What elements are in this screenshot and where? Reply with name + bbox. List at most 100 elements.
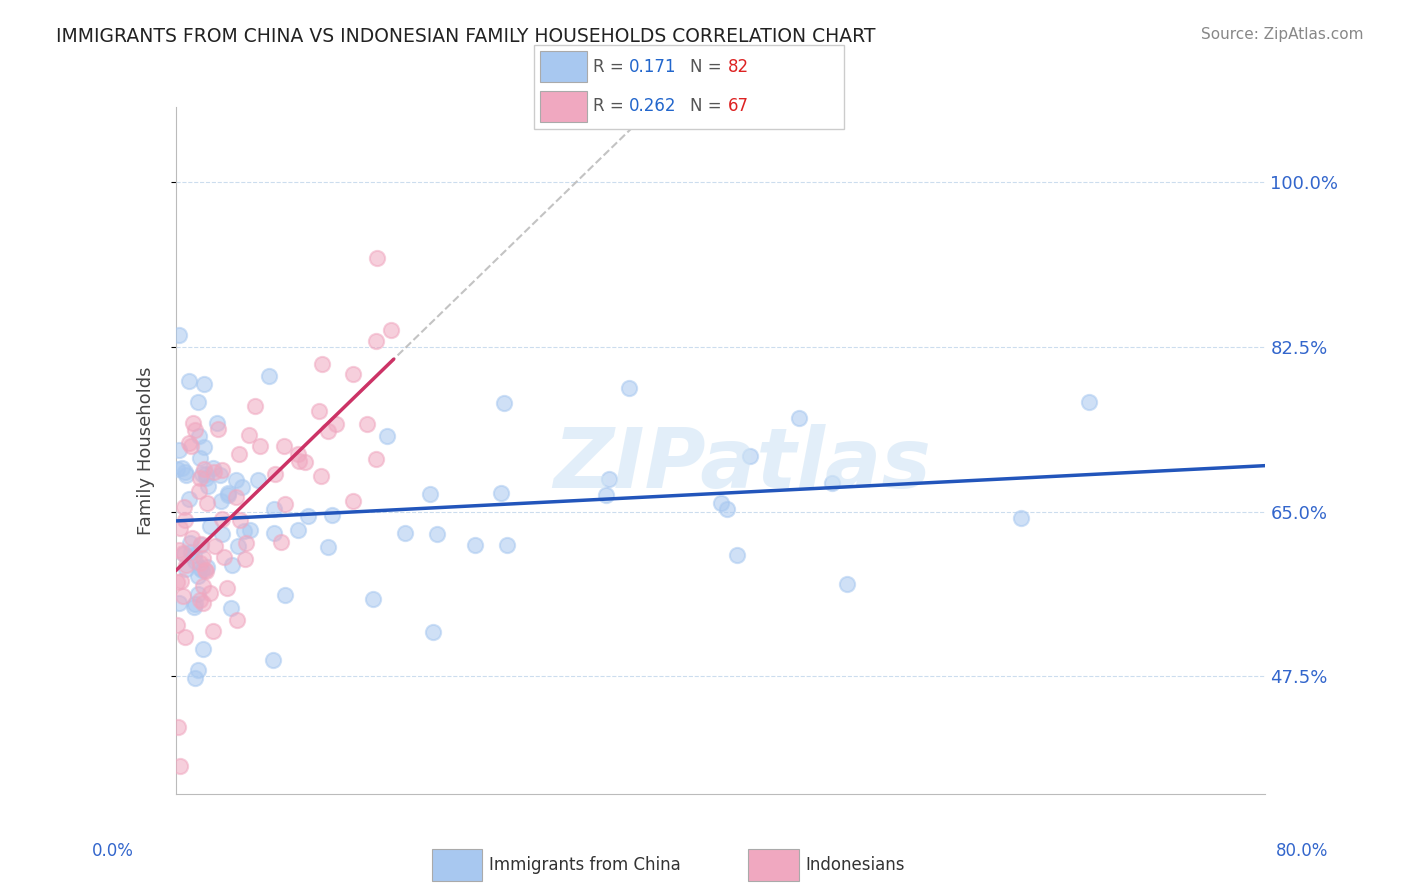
Point xyxy=(190,537,212,551)
Point xyxy=(207,422,229,436)
Point xyxy=(190,563,212,577)
Point xyxy=(394,526,416,541)
Point xyxy=(166,462,188,476)
Point xyxy=(211,527,233,541)
Point xyxy=(297,508,319,523)
Point xyxy=(187,395,209,409)
Text: 82: 82 xyxy=(728,58,749,76)
Point xyxy=(235,535,257,549)
Point xyxy=(184,671,207,685)
Point xyxy=(173,500,195,514)
Point xyxy=(212,549,235,564)
Point xyxy=(495,538,517,552)
Text: Immigrants from China: Immigrants from China xyxy=(489,856,681,874)
Point xyxy=(174,513,197,527)
Point xyxy=(177,374,200,388)
Point xyxy=(710,496,733,510)
Point xyxy=(195,496,218,510)
Point xyxy=(308,403,330,417)
Point xyxy=(342,368,364,382)
Point xyxy=(195,560,218,574)
Point xyxy=(288,453,311,467)
Point xyxy=(235,552,257,566)
Text: Source: ZipAtlas.com: Source: ZipAtlas.com xyxy=(1201,27,1364,42)
Point xyxy=(167,595,190,609)
Point xyxy=(364,334,387,349)
Point xyxy=(190,471,212,485)
Point xyxy=(263,467,285,481)
Point xyxy=(166,618,188,632)
Point xyxy=(208,468,231,483)
Point xyxy=(217,486,239,500)
Point xyxy=(193,596,215,610)
Point xyxy=(191,551,214,566)
Text: R =: R = xyxy=(593,58,628,76)
Point xyxy=(190,556,212,570)
Text: ZIPatlas: ZIPatlas xyxy=(554,424,931,505)
Point xyxy=(491,486,513,500)
Point xyxy=(195,471,218,485)
Point xyxy=(294,455,316,469)
Point xyxy=(595,488,617,502)
Point xyxy=(787,410,810,425)
Point xyxy=(205,417,228,431)
Point xyxy=(422,624,444,639)
FancyBboxPatch shape xyxy=(432,849,482,881)
Point xyxy=(316,425,339,439)
Point xyxy=(617,381,640,395)
Point xyxy=(183,597,205,611)
Y-axis label: Family Households: Family Households xyxy=(136,367,155,534)
Point xyxy=(198,586,221,600)
Point xyxy=(419,487,441,501)
FancyBboxPatch shape xyxy=(748,849,799,881)
Point xyxy=(287,447,309,461)
Point xyxy=(316,540,339,554)
Point xyxy=(177,491,200,506)
Point xyxy=(228,513,250,527)
Point xyxy=(170,574,193,588)
Text: N =: N = xyxy=(690,96,727,114)
Text: Indonesians: Indonesians xyxy=(804,856,904,874)
Point xyxy=(716,501,738,516)
Point xyxy=(174,558,197,572)
Point xyxy=(169,758,191,772)
Text: 67: 67 xyxy=(728,96,748,114)
Point xyxy=(311,468,333,483)
Text: 0.171: 0.171 xyxy=(628,58,676,76)
Point xyxy=(1078,395,1101,409)
Point xyxy=(172,546,194,560)
Point xyxy=(820,475,842,490)
Point xyxy=(342,494,364,508)
Point xyxy=(598,472,620,486)
FancyBboxPatch shape xyxy=(534,45,844,129)
Point xyxy=(167,442,190,457)
Point xyxy=(195,467,218,482)
Point xyxy=(184,554,207,568)
FancyBboxPatch shape xyxy=(540,91,586,121)
Point xyxy=(188,483,211,498)
Point xyxy=(217,488,239,502)
Point xyxy=(209,494,232,508)
Point xyxy=(239,524,262,538)
Point xyxy=(204,539,226,553)
Point xyxy=(201,624,224,639)
Point xyxy=(186,663,208,677)
Point xyxy=(225,490,247,504)
Point xyxy=(837,577,859,591)
Point xyxy=(263,501,285,516)
Point xyxy=(247,473,270,487)
Point xyxy=(249,439,271,453)
Point xyxy=(202,460,225,475)
Point xyxy=(375,429,398,443)
Point xyxy=(215,582,238,596)
Point xyxy=(180,545,202,559)
Point xyxy=(167,542,190,557)
Text: IMMIGRANTS FROM CHINA VS INDONESIAN FAMILY HOUSEHOLDS CORRELATION CHART: IMMIGRANTS FROM CHINA VS INDONESIAN FAMI… xyxy=(56,27,876,45)
Point xyxy=(172,589,194,603)
Point xyxy=(194,563,217,577)
Point xyxy=(184,423,207,437)
Point xyxy=(233,524,256,538)
Point xyxy=(170,461,193,475)
Point xyxy=(193,377,215,392)
Point xyxy=(494,396,516,410)
